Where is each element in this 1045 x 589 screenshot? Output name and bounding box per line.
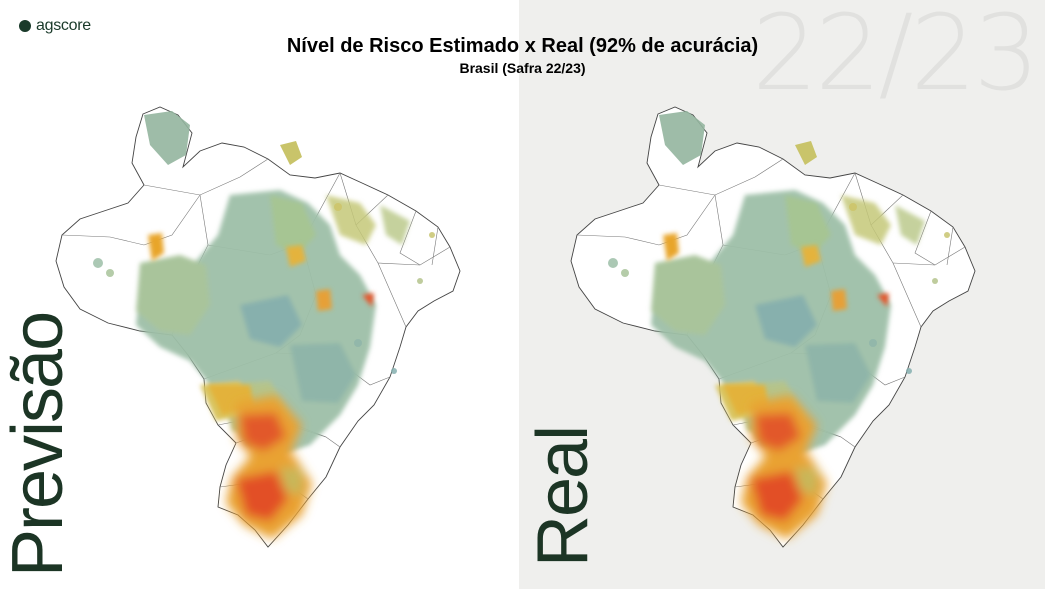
prediction-map <box>40 85 480 555</box>
prediction-label: Previsão <box>0 312 78 577</box>
page-subtitle: Brasil (Safra 22/23) <box>459 60 586 76</box>
actual-label: Real <box>523 426 603 567</box>
header: Nível de Risco Estimado x Real (92% de a… <box>0 35 1045 76</box>
actual-map <box>555 85 995 555</box>
season-watermark: 22/23 <box>752 0 1040 114</box>
brand-logo: agscore <box>19 17 91 35</box>
page-title: Nível de Risco Estimado x Real (92% de a… <box>286 35 759 57</box>
brand-dot-icon <box>19 20 31 32</box>
brand-name: agscore <box>36 17 91 34</box>
